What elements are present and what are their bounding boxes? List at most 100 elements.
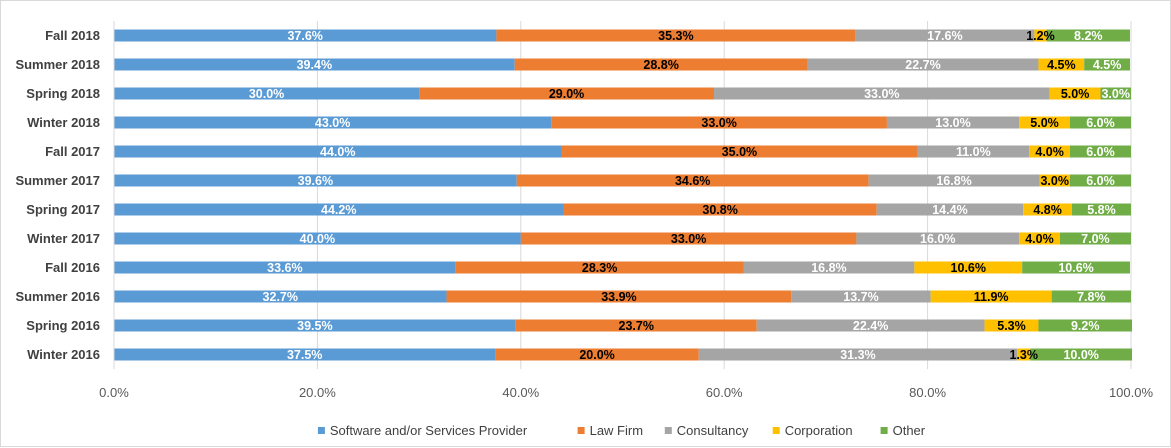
data-label: 16.8%: [811, 261, 846, 275]
x-tick-label: 40.0%: [502, 385, 539, 400]
data-label: 37.6%: [287, 29, 322, 43]
category-label: Summer 2018: [15, 57, 100, 72]
legend-item-other: Other: [880, 423, 926, 438]
bar-segment-law-firm: [561, 145, 918, 158]
data-label: 10.6%: [951, 261, 986, 275]
data-label: 33.0%: [671, 232, 706, 246]
category-label: Fall 2018: [45, 28, 100, 43]
legend-item-law-firm: Law Firm: [577, 423, 643, 438]
bar-segment-corporation: [1038, 58, 1085, 71]
category-label: Spring 2018: [26, 86, 100, 101]
data-label: 5.0%: [1030, 116, 1059, 130]
legend-label: Software and/or Services Provider: [330, 423, 528, 438]
bar-segment-software-and-or-services-provider: [114, 290, 447, 303]
data-label: 33.0%: [701, 116, 736, 130]
data-label: 10.6%: [1058, 261, 1093, 275]
bar-segment-law-firm: [520, 232, 857, 245]
bar-segment-software-and-or-services-provider: [114, 319, 516, 332]
data-label: 11.0%: [956, 145, 991, 159]
bar-segment-corporation: [984, 319, 1039, 332]
data-label: 44.2%: [321, 203, 356, 217]
bar-segment-consultancy: [791, 290, 931, 303]
bar-segment-other: [1030, 348, 1133, 361]
data-label: 4.5%: [1093, 58, 1122, 72]
data-label: 16.0%: [920, 232, 955, 246]
bar-segment-other: [1059, 232, 1131, 245]
data-label: 44.0%: [320, 145, 355, 159]
legend-swatch: [664, 427, 672, 434]
bar-segment-consultancy: [807, 58, 1039, 71]
legend-label: Other: [893, 423, 926, 438]
data-label: 28.8%: [643, 58, 678, 72]
bar-segment-corporation: [1039, 174, 1070, 187]
bar-segment-law-firm: [495, 348, 699, 361]
bar-segment-other: [1069, 174, 1131, 187]
bar-segment-software-and-or-services-provider: [114, 145, 562, 158]
data-label: 32.7%: [263, 290, 298, 304]
bar-segment-software-and-or-services-provider: [114, 348, 496, 361]
bar-segment-law-firm: [419, 87, 715, 100]
data-label: 11.9%: [974, 290, 1009, 304]
bar-segment-consultancy: [917, 145, 1030, 158]
bar-segment-consultancy: [876, 203, 1024, 216]
data-label: 40.0%: [300, 232, 335, 246]
bar-segment-law-firm: [551, 116, 887, 129]
data-label: 6.0%: [1086, 174, 1115, 188]
bar-segment-other: [1084, 58, 1130, 71]
data-label: 34.6%: [675, 174, 710, 188]
data-label: 3.0%: [1101, 87, 1130, 101]
bar-segment-corporation: [1034, 29, 1047, 42]
bar-segment-consultancy: [868, 174, 1040, 187]
data-label: 29.0%: [549, 87, 584, 101]
data-label: 28.3%: [582, 261, 617, 275]
x-tick-label: 0.0%: [99, 385, 129, 400]
data-label: 10.0%: [1063, 348, 1098, 362]
bar-segment-consultancy: [743, 261, 915, 274]
legend-swatch: [317, 427, 325, 434]
x-tick-label: 80.0%: [909, 385, 946, 400]
legend-item-corporation: Corporation: [772, 423, 853, 438]
data-label: 7.8%: [1077, 290, 1106, 304]
x-tick-label: 60.0%: [706, 385, 743, 400]
x-tick-label: 100.0%: [1109, 385, 1154, 400]
bar-segment-software-and-or-services-provider: [114, 87, 420, 100]
data-label: 1.2%: [1026, 29, 1055, 43]
x-tick-label: 20.0%: [299, 385, 336, 400]
data-label: 43.0%: [315, 116, 350, 130]
category-label: Fall 2017: [45, 144, 100, 159]
data-label: 33.6%: [267, 261, 302, 275]
legend-swatch: [772, 427, 780, 434]
bar-segment-corporation: [1049, 87, 1101, 100]
bar-segment-consultancy: [886, 116, 1020, 129]
category-label: Winter 2017: [27, 231, 100, 246]
data-label: 6.0%: [1086, 116, 1115, 130]
data-label: 3.0%: [1040, 174, 1069, 188]
bar-segment-law-firm: [514, 58, 808, 71]
bar-segment-consultancy: [856, 232, 1020, 245]
bar-segment-software-and-or-services-provider: [114, 174, 517, 187]
data-label: 20.0%: [579, 348, 614, 362]
bar-segment-software-and-or-services-provider: [114, 232, 521, 245]
bar-segment-corporation: [930, 290, 1052, 303]
data-label: 13.0%: [935, 116, 970, 130]
bar-segment-law-firm: [496, 29, 856, 42]
data-label: 31.3%: [840, 348, 875, 362]
legend-item-software-and-or-services-provider: Software and/or Services Provider: [317, 423, 528, 438]
category-label: Winter 2016: [27, 347, 100, 362]
value-axis: 0.0% 20.0% 40.0% 60.0% 80.0% 100.0%: [99, 385, 1153, 400]
legend-swatch: [880, 427, 888, 434]
data-label: 30.8%: [702, 203, 737, 217]
bar-segment-software-and-or-services-provider: [114, 116, 552, 129]
data-label: 16.8%: [936, 174, 971, 188]
legend-label: Corporation: [785, 423, 853, 438]
legend: Software and/or Services Provider Law Fir…: [317, 423, 926, 438]
data-label: 39.5%: [297, 319, 332, 333]
data-label: 33.0%: [864, 87, 899, 101]
category-label: Winter 2018: [27, 115, 100, 130]
data-label: 5.3%: [997, 319, 1026, 333]
bar-segment-other: [1100, 87, 1131, 100]
bar-segment-other: [1038, 319, 1133, 332]
bar-segment-consultancy: [714, 87, 1050, 100]
data-label: 14.4%: [932, 203, 967, 217]
